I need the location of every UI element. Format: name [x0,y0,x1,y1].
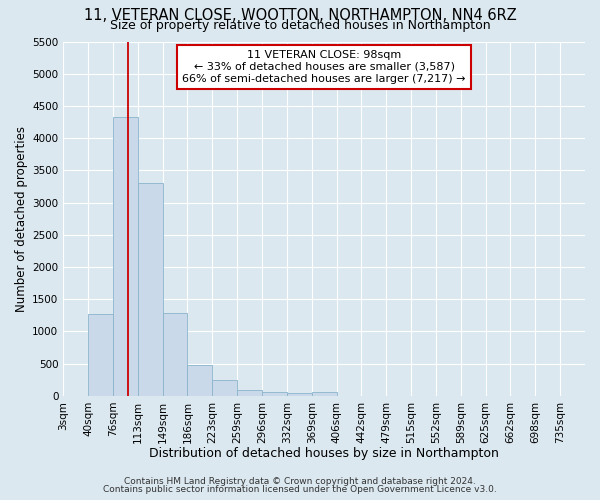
Bar [312,392,337,396]
Bar [138,183,163,396]
Bar [212,380,237,396]
Text: Contains public sector information licensed under the Open Government Licence v3: Contains public sector information licen… [103,484,497,494]
X-axis label: Distribution of detached houses by size in Northampton: Distribution of detached houses by size … [149,447,499,460]
Text: 11, VETERAN CLOSE, WOOTTON, NORTHAMPTON, NN4 6RZ: 11, VETERAN CLOSE, WOOTTON, NORTHAMPTON,… [83,8,517,22]
Bar [187,365,212,396]
Bar [113,117,138,396]
Bar [163,314,187,396]
Bar [287,392,312,396]
Bar [88,314,113,396]
Bar [237,390,262,396]
Text: Size of property relative to detached houses in Northampton: Size of property relative to detached ho… [110,19,490,32]
Text: 11 VETERAN CLOSE: 98sqm
← 33% of detached houses are smaller (3,587)
66% of semi: 11 VETERAN CLOSE: 98sqm ← 33% of detache… [182,50,466,84]
Bar [262,392,287,396]
Text: Contains HM Land Registry data © Crown copyright and database right 2024.: Contains HM Land Registry data © Crown c… [124,477,476,486]
Y-axis label: Number of detached properties: Number of detached properties [15,126,28,312]
